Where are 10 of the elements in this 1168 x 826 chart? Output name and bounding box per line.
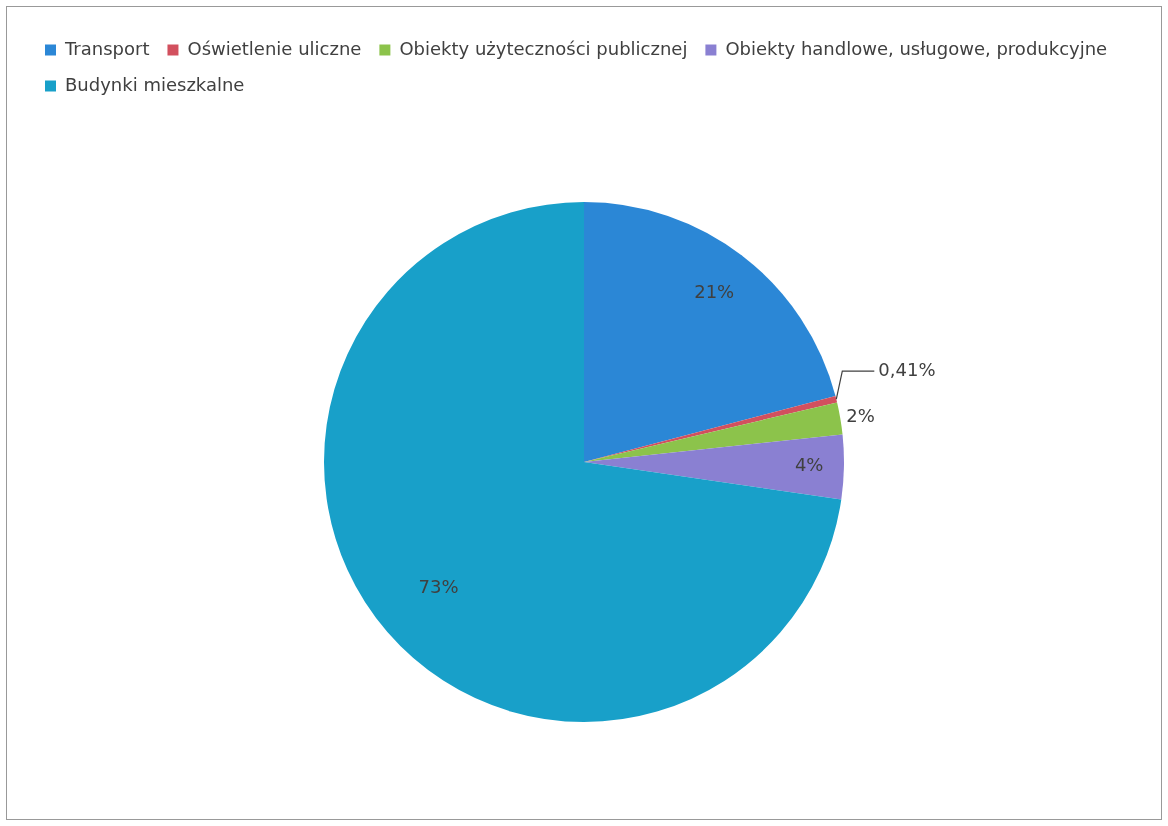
data-label: 73% xyxy=(418,575,459,597)
legend-label: Transport xyxy=(64,37,150,59)
data-label: 0,41% xyxy=(878,358,936,380)
legend-label: Obiekty handlowe, usługowe, produkcyjne xyxy=(725,37,1108,59)
data-label: 2% xyxy=(846,405,875,427)
legend-label: Budynki mieszkalne xyxy=(65,73,245,95)
legend-label: Oświetlenie uliczne xyxy=(187,37,362,59)
legend-label: Obiekty użyteczności publicznej xyxy=(399,37,688,59)
data-label: 4% xyxy=(794,454,824,475)
data-label: 21% xyxy=(694,280,735,302)
